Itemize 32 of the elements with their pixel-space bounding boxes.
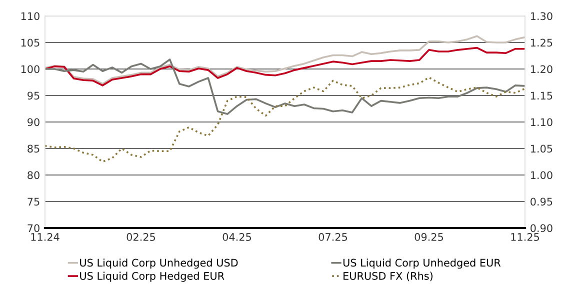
- x-tick-label: 07.25: [318, 233, 347, 241]
- y2-tick-label: 0.90: [530, 224, 552, 232]
- line-series: [45, 35, 525, 85]
- y2-tick-label: 1.10: [531, 118, 552, 126]
- y-tick-label: 100: [21, 65, 40, 74]
- x-tick-label: 11.25: [511, 233, 539, 241]
- y2-tick-label: 1.00: [531, 171, 552, 180]
- x-tick-label: 09.25: [414, 233, 443, 241]
- y2-tick-label: 1.15: [531, 92, 552, 100]
- y-tick-label: 80: [28, 171, 40, 180]
- y-tick-label: 105: [21, 38, 40, 47]
- line-series: [45, 58, 525, 115]
- y2-tick-label: 1.30: [531, 12, 552, 20]
- y2-tick-label: 1.05: [531, 144, 552, 153]
- x-tick-label: 11.24: [31, 233, 60, 241]
- y-tick-label: 85: [28, 144, 40, 153]
- line-series: [45, 46, 525, 86]
- line-series: [45, 76, 525, 163]
- y2-tick-label: 0.95: [530, 198, 552, 206]
- y-tick-label: 110: [21, 12, 40, 20]
- legend-label: EURUSD FX (Rhs): [344, 272, 432, 282]
- y-tick-label: 75: [28, 198, 40, 206]
- x-tick-label: 02.25: [126, 233, 155, 241]
- x-tick-label: 04.25: [222, 233, 251, 241]
- legend-label: US Liquid Corp Unhedged USD: [80, 258, 238, 269]
- y2-tick-label: 1.20: [531, 65, 552, 74]
- y-tick-label: 95: [28, 92, 40, 100]
- y-tick-label: 70: [28, 224, 40, 232]
- y-tick-label: 90: [28, 118, 40, 126]
- legend-label: US Liquid Corp Unhedged EUR: [343, 258, 501, 269]
- y2-tick-label: 1.25: [531, 38, 552, 47]
- legend-label: US Liquid Corp Hedged EUR: [80, 272, 224, 282]
